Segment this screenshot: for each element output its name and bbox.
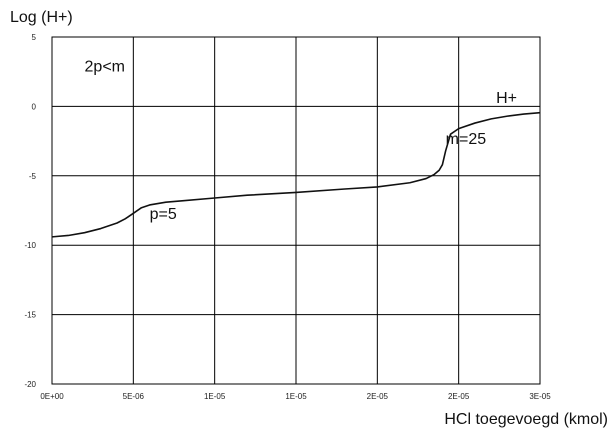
- x-tick-labels: 0E+00 5E-06 1E-05 1E-05 2E-05 2E-05 3E-05: [40, 392, 551, 401]
- y-tick-label: -15: [24, 311, 36, 320]
- y-axis-title: Log (H+): [10, 9, 73, 26]
- x-tick-label: 2E-05: [448, 392, 470, 401]
- annotation-label: m=25: [446, 131, 487, 148]
- series-group: [51, 111, 541, 238]
- x-tick-label: 1E-05: [285, 392, 307, 401]
- grid: [52, 37, 540, 384]
- y-tick-label: 5: [32, 33, 37, 42]
- annotation-label: p=5: [150, 206, 177, 223]
- annotations: 2p<m p=5 m=25 H+: [85, 59, 517, 223]
- series-line-h-plus: [51, 111, 541, 238]
- x-tick-label: 1E-05: [204, 392, 226, 401]
- x-tick-label: 5E-06: [123, 392, 145, 401]
- x-axis-title: HCl toegevoegd (kmol): [444, 411, 608, 428]
- x-tick-label: 0E+00: [40, 392, 64, 401]
- y-tick-label: -5: [29, 172, 37, 181]
- y-tick-label: -10: [24, 241, 36, 250]
- x-tick-label: 2E-05: [367, 392, 389, 401]
- x-tick-label: 3E-05: [529, 392, 551, 401]
- annotation-label: H+: [496, 90, 517, 107]
- y-tick-label: -20: [24, 380, 36, 389]
- plot-frame: [51, 36, 541, 385]
- y-tick-label: 0: [32, 102, 37, 111]
- annotation-label: 2p<m: [85, 59, 125, 76]
- y-tick-labels: 5 0 -5 -10 -15 -20: [24, 33, 36, 389]
